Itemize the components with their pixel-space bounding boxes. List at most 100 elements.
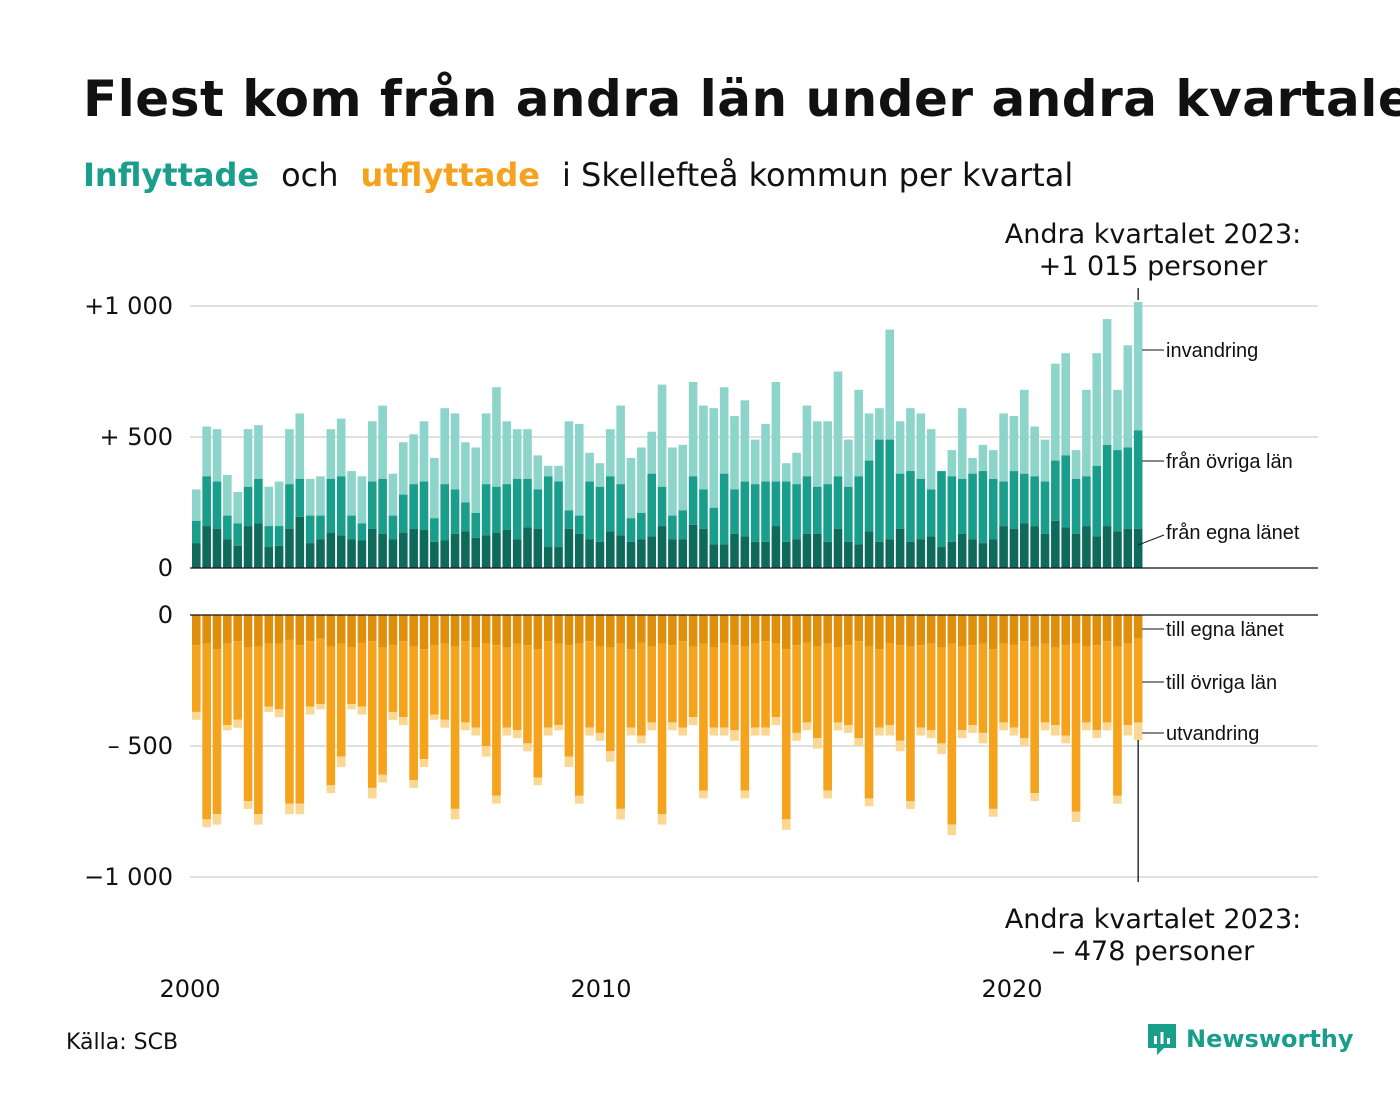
inflow-other-county-bar [512,478,522,540]
outflow-own-county-bar [419,615,429,650]
inflow-other-county-bar [399,494,408,533]
outflow-own-county-bar [264,615,274,644]
inflow-own-county-bar [595,541,605,568]
outflow-abroad-bar [833,722,843,731]
outflow-own-county-bar [864,615,874,647]
inflow-other-county-bar [336,476,346,536]
inflow-abroad-bar [471,447,481,513]
outflow-abroad-bar [761,727,770,736]
inflow-abroad-bar [399,442,408,495]
inflow-abroad-bar [1040,439,1050,482]
outflow-own-county-bar [999,615,1008,644]
inflow-abroad-bar [1071,450,1081,479]
outflow-own-county-bar [906,615,915,647]
outflow-other-county-bar [285,639,294,804]
inflow-other-county-bar [367,481,377,529]
outflow-other-county-bar [192,645,201,712]
inflow-other-county-bar [792,484,801,540]
outflow-other-county-bar [968,645,977,726]
inflow-own-county-bar [1133,528,1143,568]
outflow-other-county-bar [844,645,853,726]
inflow-own-county-bar [409,528,418,568]
inflow-abroad-bar [1030,426,1039,477]
inflow-own-county-bar [1061,527,1070,568]
outflow-abroad-bar [202,819,211,828]
inflow-own-county-bar [678,539,688,568]
outflow-own-county-bar [1082,615,1091,647]
outflow-other-county-bar [450,646,460,809]
outflow-abroad-bar [274,709,284,718]
inflow-own-county-bar [347,539,356,568]
outflow-own-county-bar [719,615,729,643]
outflow-abroad-bar [367,787,377,799]
outflow-own-county-bar [481,615,491,644]
outflow-other-county-bar [1071,643,1081,812]
inflow-own-county-bar [875,541,884,568]
inflow-abroad-bar [336,418,346,477]
outflow-other-county-bar [1123,643,1133,726]
outflow-abroad-bar [709,727,719,736]
outflow-other-county-bar [895,645,905,741]
series-label-till-egna-lanet: till egna länet [1166,619,1284,641]
outflow-own-county-bar [813,615,822,647]
subtitle-inflow-word: Inflyttade [83,156,260,194]
inflow-own-county-bar [895,528,905,568]
y-tick-label: 0 [158,601,173,629]
inflow-other-county-bar [212,481,222,529]
inflow-abroad-bar [254,425,263,479]
inflow-own-county-bar [543,547,553,568]
outflow-abroad-bar [1123,725,1133,736]
outflow-abroad-bar [792,732,801,741]
outflow-abroad-bar [844,725,853,733]
inflow-other-county-bar [647,473,656,537]
outflow-abroad-bar [357,706,367,715]
outflow-abroad-bar [543,727,553,736]
inflow-other-county-bar [461,502,470,532]
inflow-abroad-bar [637,447,646,513]
inflow-own-county-bar [781,541,791,568]
inflow-other-county-bar [978,471,988,544]
outflow-other-county-bar [740,646,750,791]
outflow-own-county-bar [512,615,522,644]
inflow-other-county-bar [637,512,646,540]
outflow-own-county-bar [367,615,377,642]
outflow-own-county-bar [357,615,367,643]
outflow-own-county-bar [574,615,584,644]
outflow-abroad-bar [254,814,263,825]
inflow-abroad-bar [833,371,843,477]
outflow-own-county-bar [626,615,636,650]
outflow-other-county-bar [926,643,936,731]
source-note: Källa: SCB [66,1030,179,1055]
inflow-other-county-bar [947,476,957,542]
outflow-other-county-bar [626,649,636,728]
outflow-own-county-bar [771,615,781,644]
outflow-abroad-bar [326,785,336,794]
outflow-own-county-bar [606,615,615,648]
inflow-abroad-bar [543,465,553,477]
inflow-abroad-bar [906,408,915,472]
outflow-abroad-bar [937,743,946,754]
outflow-abroad-bar [564,756,574,767]
series-label-utvandring: utvandring [1166,723,1259,745]
inflow-own-county-bar [316,539,325,568]
inflow-own-county-bar [492,532,501,568]
outflow-other-county-bar [823,643,832,791]
outflow-other-county-bar [875,649,884,728]
inflow-other-county-bar [543,476,553,548]
outflow-other-county-bar [316,638,325,705]
inflow-abroad-bar [668,447,677,516]
inflow-abroad-bar [192,489,201,521]
outflow-abroad-bar [1030,793,1039,802]
inflow-abroad-bar [616,405,625,485]
inflow-abroad-bar [699,405,708,490]
inflow-abroad-bar [212,429,222,482]
outflow-own-county-bar [595,615,605,647]
inflow-other-county-bar [864,460,874,532]
outflow-own-county-bar [668,615,677,646]
inflow-other-county-bar [668,515,677,540]
inflow-own-county-bar [461,531,470,568]
inflow-abroad-bar [295,413,305,479]
inflow-other-county-bar [419,481,429,531]
outflow-abroad-bar [233,719,242,728]
